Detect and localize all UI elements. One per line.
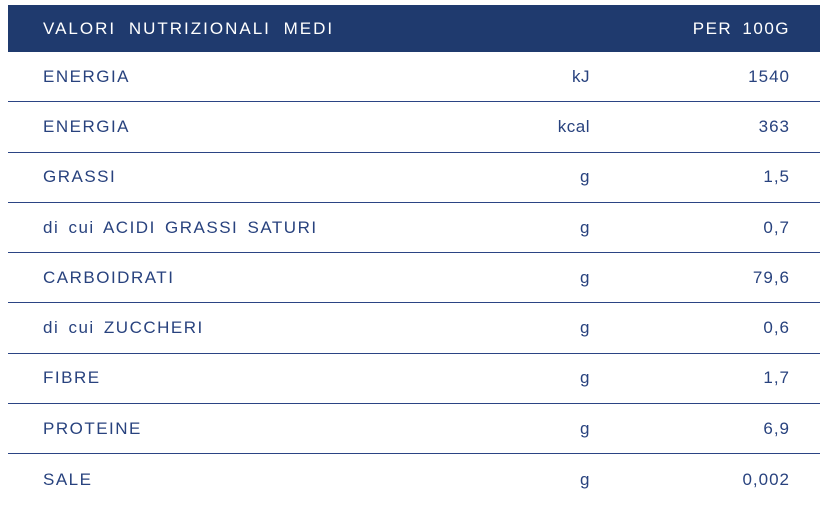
nutrient-label: SALE bbox=[43, 469, 93, 489]
nutrient-unit: g bbox=[580, 167, 590, 187]
table-row: PROTEINE g 6,9 bbox=[8, 404, 820, 455]
nutrient-value: 1,7 bbox=[763, 368, 790, 388]
nutrient-unit: g bbox=[580, 217, 590, 237]
table-row: SALE g 0,002 bbox=[8, 454, 820, 504]
nutrient-label: PROTEINE bbox=[43, 418, 142, 438]
table-header: VALORI NUTRIZIONALI MEDI PER 100G bbox=[8, 5, 820, 52]
nutrient-unit: g bbox=[580, 267, 590, 287]
nutrient-value: 0,002 bbox=[742, 469, 790, 489]
table-row: ENERGIA kJ 1540 bbox=[8, 52, 820, 103]
table-row: di cui ACIDI GRASSI SATURI g 0,7 bbox=[8, 203, 820, 254]
nutrient-label: CARBOIDRATI bbox=[43, 267, 175, 287]
nutrition-table: VALORI NUTRIZIONALI MEDI PER 100G ENERGI… bbox=[8, 5, 820, 505]
nutrient-value: 363 bbox=[758, 116, 790, 136]
nutrient-unit: g bbox=[580, 368, 590, 388]
nutrient-unit: g bbox=[580, 418, 590, 438]
per-100g-column-header: PER 100G bbox=[692, 18, 790, 38]
nutrient-value: 0,6 bbox=[763, 318, 790, 338]
nutrient-label: GRASSI bbox=[43, 167, 117, 187]
table-row: CARBOIDRATI g 79,6 bbox=[8, 253, 820, 304]
table-row: di cui ZUCCHERI g 0,6 bbox=[8, 303, 820, 354]
nutrient-label: ENERGIA bbox=[43, 66, 131, 86]
table-title: VALORI NUTRIZIONALI MEDI bbox=[43, 18, 335, 38]
table-row: ENERGIA kcal 363 bbox=[8, 102, 820, 153]
table-rows: ENERGIA kJ 1540 ENERGIA kcal 363 GRASSI … bbox=[8, 52, 820, 505]
nutrient-unit: kJ bbox=[572, 66, 590, 86]
nutrient-value: 6,9 bbox=[763, 418, 790, 438]
nutrient-value: 79,6 bbox=[752, 267, 790, 287]
table-row: GRASSI g 1,5 bbox=[8, 153, 820, 203]
nutrient-value: 0,7 bbox=[763, 217, 790, 237]
nutrient-label: FIBRE bbox=[43, 368, 101, 388]
nutrient-unit: kcal bbox=[557, 116, 590, 136]
nutrient-value: 1,5 bbox=[763, 167, 790, 187]
nutrient-label: di cui ACIDI GRASSI SATURI bbox=[43, 217, 318, 237]
nutrient-label: di cui ZUCCHERI bbox=[43, 318, 204, 338]
nutrient-value: 1540 bbox=[748, 66, 790, 86]
nutrient-unit: g bbox=[580, 469, 590, 489]
nutrient-label: ENERGIA bbox=[43, 116, 131, 136]
nutrient-unit: g bbox=[580, 318, 590, 338]
table-row: FIBRE g 1,7 bbox=[8, 354, 820, 405]
